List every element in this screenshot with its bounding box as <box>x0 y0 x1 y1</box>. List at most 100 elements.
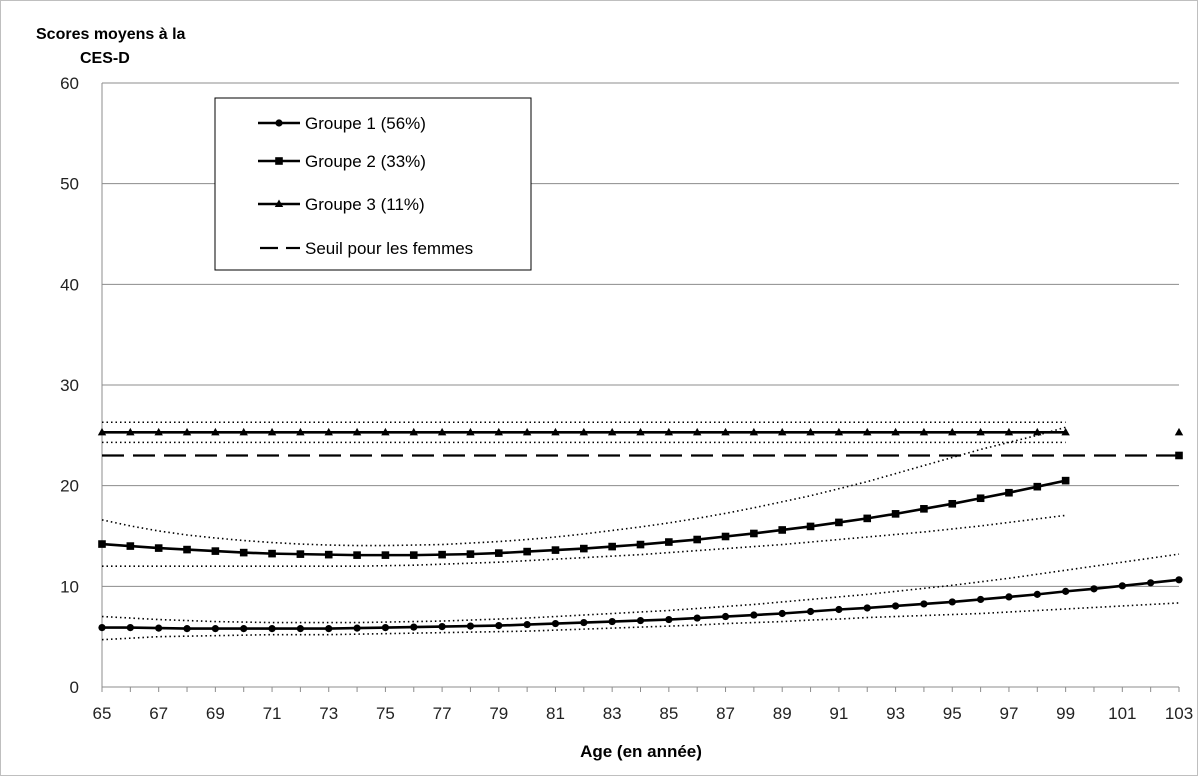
series-3-point <box>97 427 107 436</box>
series-3-point <box>607 427 617 436</box>
x-tick-label-91: 91 <box>829 704 848 723</box>
series-1-point <box>608 617 616 626</box>
series-1-point <box>1005 593 1013 601</box>
series-1-point <box>580 618 588 627</box>
series-3-point <box>721 427 730 436</box>
series-1-point <box>381 624 390 632</box>
series-3-point <box>352 427 362 436</box>
series-1-point <box>636 616 645 625</box>
series-3-point <box>296 427 305 436</box>
series-3-point <box>692 427 702 436</box>
y-tick-label-10: 10 <box>60 577 79 596</box>
series-3-point <box>1033 427 1042 436</box>
x-tick-label-87: 87 <box>716 704 735 723</box>
x-tick-label-83: 83 <box>603 704 622 723</box>
y-axis-label-line2: CES-D <box>80 50 130 67</box>
x-tick-label-71: 71 <box>263 704 282 723</box>
series-2-point <box>778 526 787 534</box>
series-3-point <box>551 427 560 436</box>
series-2-point <box>126 542 135 550</box>
x-tick-label-69: 69 <box>206 704 225 723</box>
series-2-point <box>721 532 730 541</box>
series-2-point <box>523 547 531 556</box>
series-2-point <box>381 551 390 559</box>
legend-item-2-label: Groupe 2 (33%) <box>305 152 426 171</box>
series-1-point <box>523 620 531 629</box>
series-1-point <box>1147 579 1155 587</box>
series-2-point <box>551 546 560 554</box>
series-3-point <box>919 427 929 436</box>
series-1-point <box>155 624 163 632</box>
series-3-point <box>1174 427 1184 436</box>
x-tick-label-77: 77 <box>433 704 452 723</box>
series-3-point <box>976 427 985 436</box>
series-2-point <box>920 505 928 513</box>
series-lines <box>101 431 1180 630</box>
y-tick-label-40: 40 <box>60 275 79 294</box>
series-markers <box>97 427 1184 633</box>
series-2-point <box>466 550 475 558</box>
series-2-point <box>409 551 418 559</box>
x-axis-label: Age (en année) <box>580 742 702 761</box>
series-2-line <box>101 479 1066 557</box>
x-tick-label-99: 99 <box>1056 704 1075 723</box>
series-2-point <box>438 550 446 559</box>
series-2-point <box>239 548 248 557</box>
x-tick-label-79: 79 <box>489 704 508 723</box>
x-tick-label-65: 65 <box>93 704 112 723</box>
legend-box <box>214 97 532 271</box>
series-1-point <box>835 605 843 614</box>
series-3-point <box>1004 427 1014 436</box>
series-1-point <box>353 624 361 632</box>
series-3-point <box>522 427 532 436</box>
x-tick-label-75: 75 <box>376 704 395 723</box>
confidence-intervals <box>101 421 1180 641</box>
x-tick-label-103: 103 <box>1165 704 1193 723</box>
series-2-point <box>948 499 957 508</box>
series-3-point <box>267 427 277 436</box>
x-tick-label-67: 67 <box>149 704 168 723</box>
series-2-point <box>353 551 361 559</box>
series-1-point <box>891 602 900 610</box>
series-2-point <box>636 540 645 549</box>
series-1-ci-upper <box>101 553 1180 624</box>
series-3-point <box>381 427 390 436</box>
series-1-point <box>1175 576 1183 584</box>
series-3-point <box>466 427 475 436</box>
series-1-point <box>721 612 730 621</box>
series-2-point <box>1005 488 1013 497</box>
series-1-point <box>410 623 418 631</box>
series-1-point <box>466 622 475 630</box>
legend-item-2-marker <box>275 157 283 165</box>
series-3-point <box>126 427 135 436</box>
series-3-point <box>664 427 674 436</box>
series-2-point <box>324 550 333 559</box>
x-tick-label-95: 95 <box>943 704 962 723</box>
series-1-point <box>806 607 815 616</box>
series-3-point <box>778 427 787 436</box>
series-1-point <box>863 604 871 612</box>
y-axis-label-line1: Scores moyens à la <box>36 26 186 43</box>
series-1-point <box>268 625 276 633</box>
series-1-point <box>693 614 701 622</box>
legend-item-1-label: Groupe 1 (56%) <box>305 114 426 133</box>
series-2-point <box>806 522 815 531</box>
x-tick-label-89: 89 <box>773 704 792 723</box>
series-3-point <box>154 427 163 436</box>
series-2-point <box>494 549 503 557</box>
x-tick-label-101: 101 <box>1108 704 1136 723</box>
series-1-point <box>495 621 503 630</box>
series-3-point <box>409 427 418 436</box>
series-2-point <box>1061 476 1070 485</box>
series-1-point <box>98 624 106 632</box>
y-tick-label-50: 50 <box>60 175 79 194</box>
legend-item-3-label: Groupe 3 (11%) <box>305 195 425 214</box>
series-2-point <box>268 549 276 558</box>
series-1-point <box>948 598 956 606</box>
series-2-point <box>835 518 843 527</box>
series-3-point <box>636 427 645 436</box>
series-3-point <box>182 427 192 436</box>
series-1-point <box>750 611 758 619</box>
series-1-point <box>551 619 560 628</box>
series-3-point <box>806 427 815 436</box>
